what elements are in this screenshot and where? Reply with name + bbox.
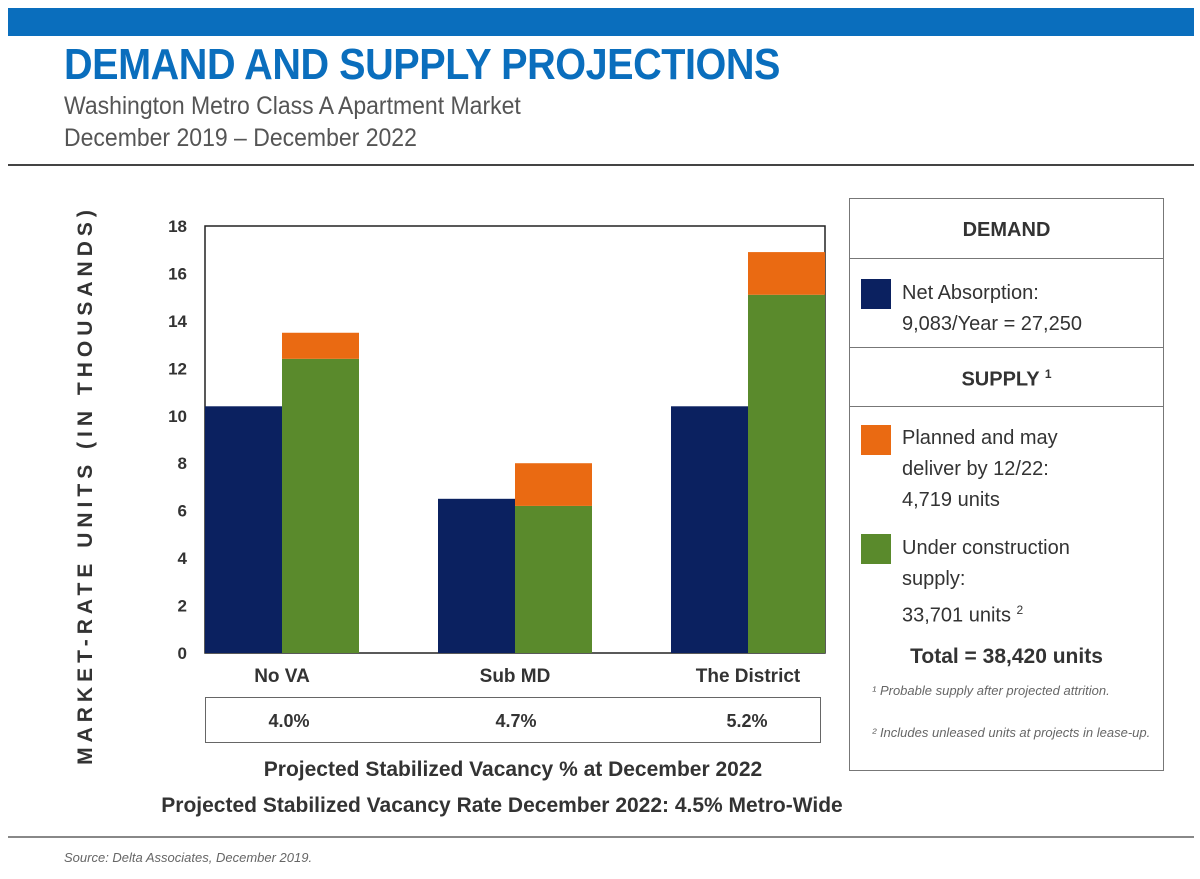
footnote-2: ² Includes unleased units at projects in… — [872, 725, 1151, 740]
page-title: DEMAND AND SUPPLY PROJECTIONS — [64, 40, 781, 89]
y-tick-label: 2 — [178, 597, 187, 616]
planned-supply-swatch — [861, 425, 891, 455]
bar-chart: 0 2 4 6 8 10 12 14 16 18 No VA Sub MD The District — [168, 217, 826, 687]
x-category-label: Sub MD — [480, 666, 551, 687]
y-tick-label: 14 — [168, 312, 187, 331]
legend-divider — [850, 347, 1163, 348]
metro-wide-vacancy: Projected Stabilized Vacancy Rate Decemb… — [161, 794, 843, 817]
supply-heading: SUPPLY 1 — [961, 367, 1052, 391]
net-absorption-swatch — [861, 279, 891, 309]
source-note: Source: Delta Associates, December 2019. — [64, 850, 313, 865]
y-tick-label: 16 — [168, 264, 187, 283]
y-tick-label: 12 — [168, 359, 187, 378]
vacancy-value-no-va: 4.0% — [268, 711, 310, 731]
planned-supply-label: Planned and may deliver by 12/22: 4,719 … — [902, 427, 1058, 511]
vacancy-value-the-district: 5.2% — [726, 711, 768, 731]
vacancy-box: 4.0% 4.7% 5.2% — [205, 697, 821, 743]
legend-divider — [850, 258, 1163, 259]
y-tick-label: 6 — [178, 502, 187, 521]
x-category-label: The District — [696, 666, 801, 687]
bar-under-construction — [748, 294, 825, 653]
x-category-label: No VA — [254, 666, 310, 687]
y-tick-label: 8 — [178, 454, 187, 473]
bar-net-absorption — [671, 406, 748, 653]
under-construction-swatch — [861, 534, 891, 564]
net-absorption-label: Net Absorption: 9,083/Year = 27,250 — [902, 282, 1082, 335]
legend-divider — [850, 406, 1163, 407]
footnote-1: ¹ Probable supply after projected attrit… — [872, 683, 1110, 698]
bar-planned-supply — [282, 332, 359, 359]
under-construction-label: Under construction supply: 33,701 units … — [902, 537, 1070, 627]
vacancy-value-sub-md: 4.7% — [495, 711, 537, 731]
y-tick-label: 18 — [168, 217, 187, 236]
footer-divider — [8, 836, 1194, 838]
vacancy-caption: Projected Stabilized Vacancy % at Decemb… — [263, 758, 763, 781]
bar-net-absorption — [438, 498, 515, 653]
legend-panel: DEMAND Net Absorption: 9,083/Year = 27,2… — [849, 198, 1164, 771]
y-tick-label: 4 — [178, 549, 188, 568]
total-supply: Total = 38,420 units — [910, 645, 1103, 668]
y-axis-label: MARKET-RATE UNITS (IN THOUSANDS) — [74, 205, 97, 765]
bar-planned-supply — [515, 463, 592, 506]
subtitle-market: Washington Metro Class A Apartment Marke… — [64, 92, 521, 120]
top-banner-bar — [8, 8, 1194, 36]
y-tick-label: 10 — [168, 407, 187, 426]
bar-under-construction — [515, 505, 592, 653]
bar-under-construction — [282, 358, 359, 653]
demand-heading: DEMAND — [962, 219, 1051, 241]
subtitle-period: December 2019 – December 2022 — [64, 124, 417, 152]
bar-planned-supply — [748, 252, 825, 295]
y-tick-label: 0 — [178, 644, 187, 663]
header-divider — [8, 164, 1194, 166]
bar-net-absorption — [205, 406, 282, 653]
